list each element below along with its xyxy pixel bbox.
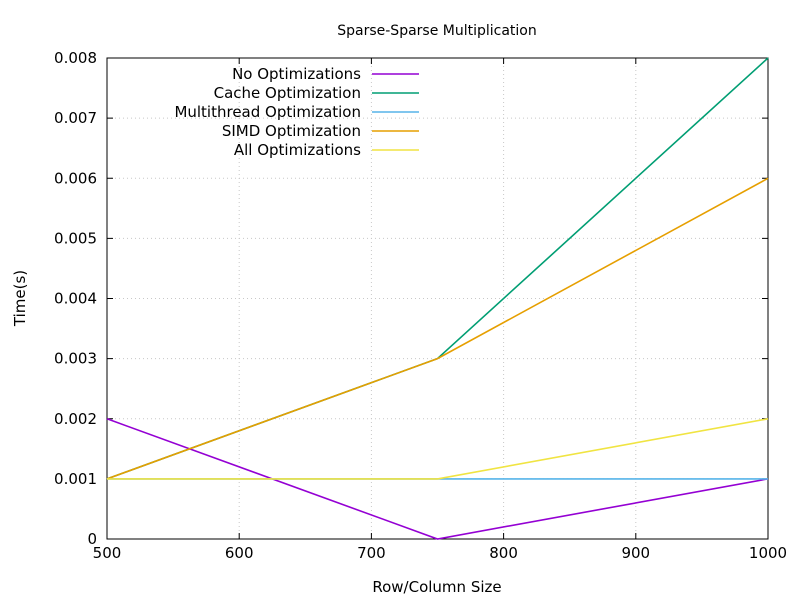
- y-tick-label: 0: [87, 530, 97, 548]
- series-line-cache-optimization: [106, 57, 769, 480]
- series-line-all-optimizations: [107, 418, 769, 480]
- y-tick-label: 0.007: [54, 109, 97, 127]
- axis-ticks: 500 600 700 800 900 1000 0 0.001 0.002 0.003 0.004…: [54, 49, 787, 562]
- y-tick-label: 0.005: [54, 229, 97, 247]
- y-tick-label: 0.006: [54, 169, 97, 187]
- grid: [107, 58, 768, 539]
- legend-label-multithread-optimization: Multithread Optimization: [174, 103, 361, 121]
- legend-label-no-optimizations: No Optimizations: [232, 65, 361, 83]
- y-axis-label: Time(s): [11, 270, 29, 327]
- x-tick-label: 900: [621, 544, 650, 562]
- x-tick-label: 600: [225, 544, 254, 562]
- x-tick-label: 800: [489, 544, 518, 562]
- x-axis-label: Row/Column Size: [372, 578, 501, 596]
- y-tick-label: 0.001: [54, 470, 97, 488]
- series-lines: [106, 57, 769, 540]
- y-tick-label: 0.002: [54, 410, 97, 428]
- legend-label-cache-optimization: Cache Optimization: [214, 84, 361, 102]
- legend-label-simd-optimization: SIMD Optimization: [222, 122, 361, 140]
- series-line-no-optimizations: [106, 418, 769, 540]
- plot-area-border: [106, 57, 769, 540]
- x-tick-label: 1000: [749, 544, 787, 562]
- legend-label-all-optimizations: All Optimizations: [234, 141, 361, 159]
- chart-title: Sparse-Sparse Multiplication: [337, 23, 537, 39]
- y-tick-label: 0.008: [54, 49, 97, 67]
- series-line-simd-optimization: [106, 177, 769, 480]
- y-tick-label: 0.004: [54, 290, 97, 308]
- x-tick-label: 500: [93, 544, 122, 562]
- x-tick-label: 700: [357, 544, 386, 562]
- y-tick-label: 0.003: [54, 350, 97, 368]
